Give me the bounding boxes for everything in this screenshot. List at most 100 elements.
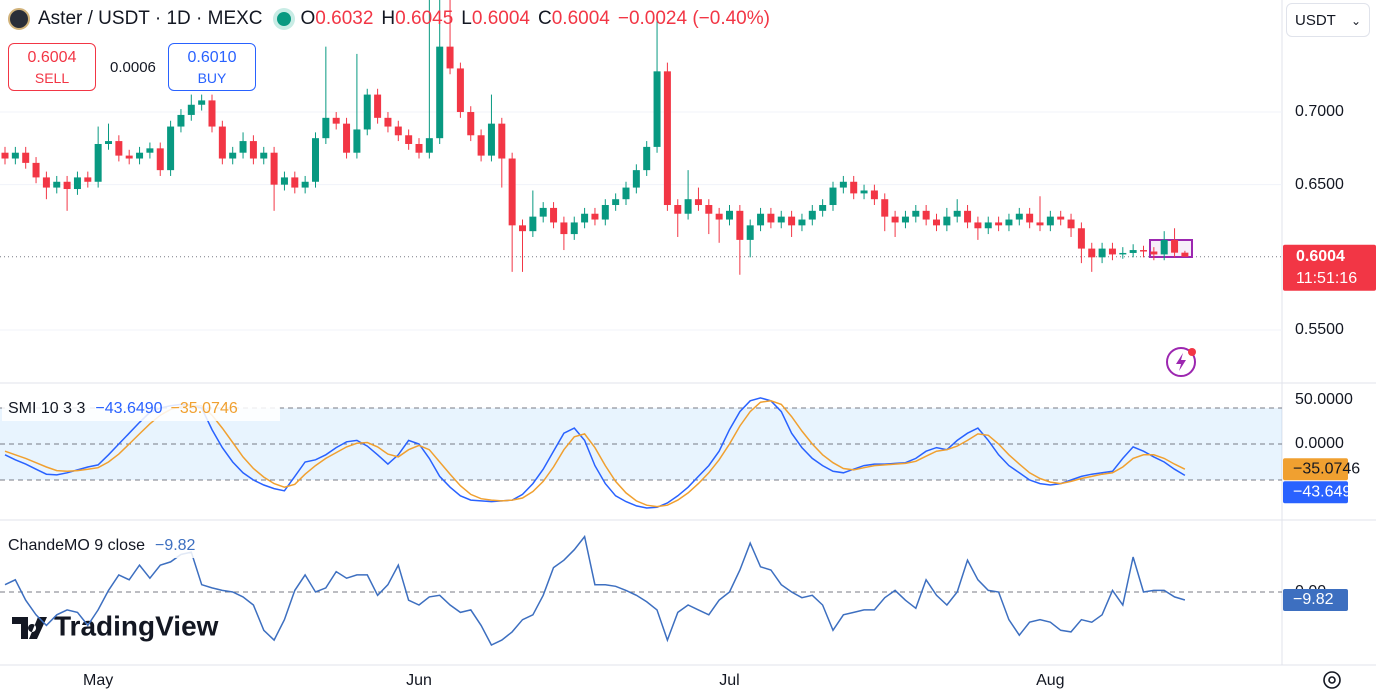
- candle-body: [374, 94, 382, 118]
- currency-select[interactable]: USDT ⌄: [1286, 3, 1370, 37]
- candle-body: [767, 213, 775, 223]
- candle-body: [922, 210, 930, 220]
- alert-bolt[interactable]: [1176, 353, 1186, 371]
- countdown: 11:51:16: [1296, 270, 1357, 287]
- candle-body: [280, 177, 288, 185]
- candle-body: [156, 148, 164, 171]
- candle-body: [1005, 219, 1013, 226]
- sell-label[interactable]: SELL: [34, 70, 70, 86]
- ohlc-key: H: [381, 8, 396, 29]
- candle-body: [239, 141, 247, 153]
- settings-hub[interactable]: [1328, 676, 1336, 684]
- candle-body: [73, 177, 81, 190]
- alert-ring[interactable]: [1166, 347, 1196, 377]
- candle-body: [42, 177, 50, 188]
- candle-body: [322, 117, 330, 139]
- candle-body: [964, 210, 972, 223]
- candle-body: [115, 141, 123, 156]
- candle-body: [1160, 239, 1168, 255]
- candle-body: [1, 152, 9, 159]
- candle-body: [260, 152, 268, 159]
- buy-button[interactable]: 0.6010 BUY: [168, 43, 256, 91]
- candle-body: [198, 100, 206, 105]
- candle-body: [715, 213, 723, 220]
- candle-body: [312, 138, 319, 182]
- dropdown-arrow[interactable]: ⌄: [1350, 14, 1361, 28]
- alert-icon[interactable]: [1166, 347, 1196, 377]
- candle-body: [860, 190, 868, 194]
- candle-body: [1108, 248, 1116, 255]
- candle-body: [1026, 213, 1034, 223]
- sell-button[interactable]: 0.6004 SELL: [8, 43, 96, 91]
- currency[interactable]: USDT: [1295, 12, 1336, 29]
- buy-label[interactable]: BUY: [197, 70, 227, 86]
- candle-body: [550, 207, 558, 223]
- value-badge: [1283, 481, 1348, 504]
- candle-body: [125, 155, 133, 159]
- legend-value: −43.6490: [95, 400, 162, 417]
- y-tick-label: 0.7000: [1295, 103, 1344, 120]
- candle-body: [933, 219, 940, 226]
- candle-body: [187, 104, 195, 115]
- candle-body: [839, 181, 847, 188]
- candle-body: [167, 126, 175, 171]
- candle-body: [829, 187, 837, 206]
- legend-bg: [2, 397, 280, 421]
- candle-body: [891, 216, 899, 223]
- candle-body: [798, 219, 806, 226]
- settings-gear[interactable]: [1323, 671, 1341, 689]
- candle-body: [808, 210, 816, 220]
- candle-body: [777, 216, 785, 223]
- candle-body: [663, 71, 671, 206]
- spread: 0.0006: [110, 59, 156, 76]
- candle-body: [943, 216, 951, 226]
- indicator-line: [4, 534, 1186, 646]
- candle-body: [581, 213, 589, 223]
- candle-body: [415, 143, 423, 153]
- candle-body: [560, 222, 568, 235]
- candle-body: [249, 141, 257, 159]
- candle-body: [467, 112, 475, 136]
- candle-body: [912, 210, 920, 217]
- candle-body: [32, 162, 40, 178]
- alert-dot[interactable]: [1188, 348, 1196, 356]
- buy-price[interactable]: 0.6010: [187, 49, 237, 66]
- y-tick-label: 0.6500: [1295, 176, 1344, 193]
- ohlc-key: L: [461, 8, 472, 29]
- candle-body: [1098, 248, 1106, 258]
- candle-body: [270, 152, 278, 185]
- value-badge: [1283, 589, 1348, 612]
- candle-body: [1181, 252, 1189, 257]
- candle-body: [136, 152, 144, 159]
- candle-body: [974, 222, 982, 229]
- legend-value: −35.0746: [171, 400, 238, 417]
- x-tick-label: Aug: [1036, 672, 1064, 689]
- candle-body: [353, 129, 361, 153]
- candle-body: [736, 210, 744, 240]
- candle-body: [63, 181, 71, 190]
- value-badge-text: −43.6490: [1293, 483, 1360, 500]
- price-badge-text: 0.6004: [1296, 248, 1345, 265]
- symbol[interactable]: Aster / USDT · 1D · MEXC: [38, 8, 263, 29]
- candle-body: [1036, 222, 1044, 226]
- legend-bg: [2, 534, 232, 558]
- candle-body: [694, 199, 702, 206]
- candle-body: [301, 181, 309, 188]
- candle-body: [508, 158, 516, 226]
- sell-price[interactable]: 0.6004: [27, 49, 77, 66]
- candle-body: [177, 114, 185, 127]
- candle-body: [53, 181, 61, 188]
- candle-body: [653, 71, 661, 147]
- candle-body: [788, 216, 796, 226]
- candle-body: [1171, 239, 1179, 253]
- x-tick-label: Jul: [719, 672, 739, 689]
- legend: SMI 10 3 3 −43.6490 −35.0746: [2, 397, 280, 421]
- candle-body: [425, 138, 433, 153]
- value-badge: [1283, 458, 1348, 481]
- candle-body: [456, 68, 464, 113]
- candle-body: [436, 46, 444, 139]
- candle-body: [901, 216, 909, 223]
- candle-body: [1150, 251, 1158, 255]
- settings-icon[interactable]: [1323, 671, 1341, 689]
